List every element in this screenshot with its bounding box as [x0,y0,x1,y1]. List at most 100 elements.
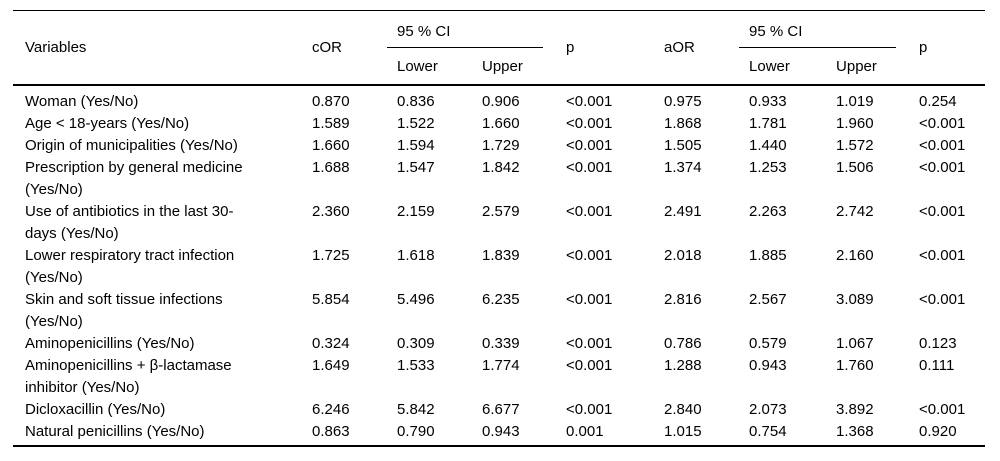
col-header-lower-crude: Lower [397,57,438,75]
cor-cell: 0.863 [312,423,350,440]
variable-cell: Lower respiratory tract infection (Yes/N… [25,247,235,286]
col-header-ci-adjusted: 95 % CI [739,11,909,48]
ci-lower-adjusted-cell: 2.073 [749,401,787,418]
cor-cell: 0.324 [312,335,350,352]
variable-cell: Skin and soft tissue infections (Yes/No) [25,291,223,330]
ci-upper-adjusted-cell: 1.960 [836,115,874,132]
ci-lower-crude-cell: 1.594 [397,137,435,154]
ci-upper-adjusted-cell: 1.067 [836,335,874,352]
ci-lower-adjusted-cell: 0.943 [749,357,787,374]
col-header-ci-crude: 95 % CI [387,11,556,48]
cor-cell: 1.589 [312,115,350,132]
ci-lower-adjusted-cell: 2.567 [749,291,787,308]
ci-upper-crude-cell: 6.677 [482,401,520,418]
ci-crude-label: 95 % CI [387,23,544,48]
table-row: Origin of municipalities (Yes/No) 1.660 … [13,135,985,157]
col-header-p-adjusted: p [919,39,928,56]
table-row: Natural penicillins (Yes/No) 0.863 0.790… [13,421,985,446]
cor-cell: 6.246 [312,401,350,418]
table-row: Aminopenicillins (Yes/No) 0.324 0.309 0.… [13,333,985,355]
p-adjusted-cell: <0.001 [919,115,966,132]
table-row: Age < 18-years (Yes/No) 1.589 1.522 1.66… [13,113,985,135]
p-crude-cell: <0.001 [566,203,613,220]
variable-cell: Natural penicillins (Yes/No) [25,423,205,440]
ci-lower-adjusted-cell: 2.263 [749,203,787,220]
ci-lower-crude-cell: 5.496 [397,291,435,308]
ci-upper-crude-cell: 0.906 [482,93,520,110]
cor-cell: 1.660 [312,137,350,154]
ci-upper-adjusted-cell: 1.506 [836,159,874,176]
col-header-variables: Variables [25,39,87,56]
aor-cell: 2.018 [664,247,702,264]
p-adjusted-cell: 0.111 [919,357,955,374]
p-crude-cell: 0.001 [566,423,604,440]
variable-cell: Origin of municipalities (Yes/No) [25,137,238,154]
p-adjusted-cell: 0.254 [919,93,957,110]
p-adjusted-cell: <0.001 [919,203,966,220]
p-crude-cell: <0.001 [566,115,613,132]
p-adjusted-cell: 0.123 [919,335,957,352]
table-row: Aminopenicillins + β-lactamase inhibitor… [13,355,985,399]
ci-lower-crude-cell: 0.790 [397,423,435,440]
p-adjusted-cell: <0.001 [919,137,966,154]
aor-cell: 2.840 [664,401,702,418]
table-row: Woman (Yes/No) 0.870 0.836 0.906 <0.001 … [13,85,985,113]
ci-upper-adjusted-cell: 1.572 [836,137,874,154]
ci-upper-crude-cell: 0.943 [482,423,520,440]
table-header: Variables cOR 95 % CI p aOR 95 % CI p Lo… [13,11,986,85]
col-header-p-crude: p [566,39,575,56]
variable-cell: Age < 18-years (Yes/No) [25,115,190,132]
aor-cell: 1.505 [664,137,702,154]
ci-upper-crude-cell: 1.842 [482,159,520,176]
ci-lower-adjusted-cell: 0.579 [749,335,787,352]
p-adjusted-cell: <0.001 [919,401,966,418]
aor-cell: 1.868 [664,115,702,132]
p-adjusted-cell: <0.001 [919,247,966,264]
ci-lower-adjusted-cell: 0.754 [749,423,787,440]
ci-upper-crude-cell: 1.660 [482,115,520,132]
ci-upper-adjusted-cell: 3.892 [836,401,874,418]
ci-upper-adjusted-cell: 3.089 [836,291,874,308]
col-header-lower-adjusted: Lower [749,57,790,75]
table-row: Skin and soft tissue infections (Yes/No)… [13,289,985,333]
p-crude-cell: <0.001 [566,159,613,176]
variable-cell: Aminopenicillins + β-lactamase inhibitor… [25,357,232,396]
ci-upper-crude-cell: 6.235 [482,291,520,308]
p-adjusted-cell: <0.001 [919,291,966,308]
table-row: Lower respiratory tract infection (Yes/N… [13,245,985,289]
aor-cell: 1.015 [664,423,702,440]
ci-upper-adjusted-cell: 1.019 [836,93,874,110]
p-crude-cell: <0.001 [566,401,613,418]
aor-cell: 1.288 [664,357,702,374]
p-crude-cell: <0.001 [566,137,613,154]
variable-cell: Prescription by general medicine (Yes/No… [25,159,243,198]
cor-cell: 5.854 [312,291,350,308]
ci-lower-crude-cell: 1.547 [397,159,435,176]
table-body: Woman (Yes/No) 0.870 0.836 0.906 <0.001 … [13,85,985,446]
variable-cell: Woman (Yes/No) [25,93,139,110]
header-row-sub: Lower Upper Lower Upper [13,48,985,85]
ci-upper-adjusted-cell: 2.742 [836,203,874,220]
col-header-cor: cOR [312,39,342,56]
aor-cell: 1.374 [664,159,702,176]
p-adjusted-cell: <0.001 [919,159,966,176]
ci-lower-adjusted-cell: 0.933 [749,93,787,110]
variable-cell: Aminopenicillins (Yes/No) [25,335,195,352]
ci-upper-crude-cell: 2.579 [482,203,520,220]
ci-lower-adjusted-cell: 1.440 [749,137,787,154]
ci-lower-adjusted-cell: 1.885 [749,247,787,264]
p-crude-cell: <0.001 [566,335,613,352]
ci-upper-crude-cell: 1.729 [482,137,520,154]
ci-adjusted-label: 95 % CI [739,23,897,48]
aor-cell: 0.975 [664,93,702,110]
col-header-aor: aOR [664,39,695,56]
ci-lower-crude-cell: 1.533 [397,357,435,374]
ci-lower-adjusted-cell: 1.781 [749,115,787,132]
ci-upper-crude-cell: 1.839 [482,247,520,264]
table-row: Use of antibiotics in the last 30- days … [13,201,985,245]
ci-lower-crude-cell: 0.836 [397,93,435,110]
ci-lower-adjusted-cell: 1.253 [749,159,787,176]
p-crude-cell: <0.001 [566,357,613,374]
p-crude-cell: <0.001 [566,93,613,110]
header-row-top: Variables cOR 95 % CI p aOR 95 % CI p [13,11,985,56]
